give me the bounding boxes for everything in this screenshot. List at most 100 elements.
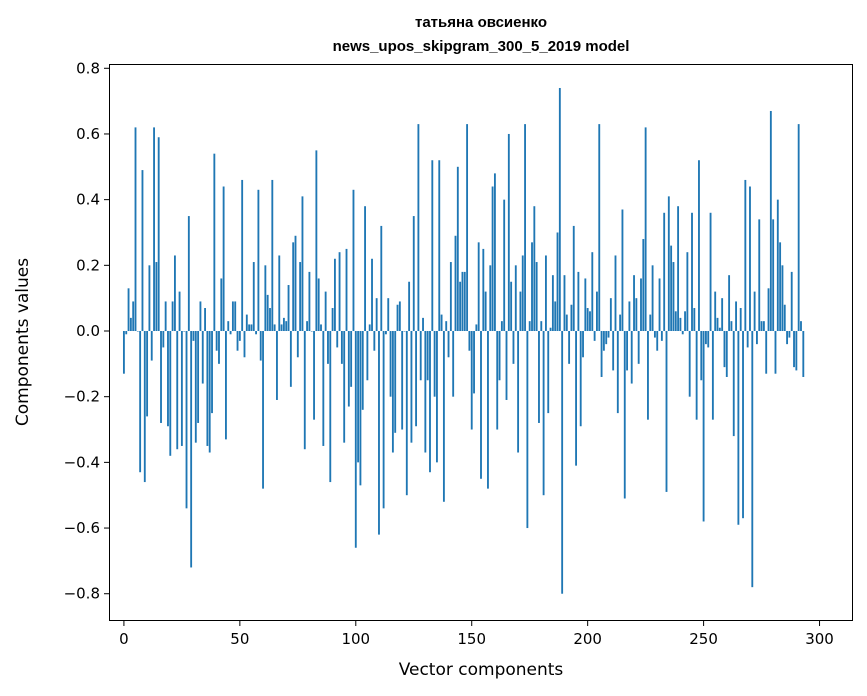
bar (280, 324, 283, 332)
bar (505, 331, 508, 400)
bar (333, 258, 336, 332)
bar (173, 255, 176, 332)
bar (716, 317, 719, 332)
bar (327, 331, 329, 364)
bar (445, 321, 448, 332)
bar (308, 271, 311, 332)
bar (602, 331, 605, 351)
bar (480, 331, 482, 479)
bar (190, 331, 193, 568)
bar (693, 308, 696, 332)
bar (496, 331, 499, 430)
bar (739, 308, 742, 332)
bar (264, 265, 267, 332)
bar (544, 255, 547, 332)
bar (623, 331, 626, 499)
bar (236, 331, 239, 351)
bar (577, 271, 580, 332)
bar (269, 308, 271, 332)
bar (178, 291, 181, 332)
bar (132, 301, 135, 332)
bar (482, 248, 485, 332)
x-tick-label: 50 (230, 630, 249, 648)
bar (556, 232, 559, 332)
bar (698, 160, 700, 332)
plot-frame (109, 64, 853, 621)
bar (389, 331, 392, 397)
bar (366, 331, 369, 381)
bar (723, 331, 726, 368)
bar (301, 196, 304, 332)
bar (139, 331, 142, 473)
x-tick-label: 250 (689, 630, 718, 648)
bar (579, 331, 582, 427)
bar (503, 199, 506, 332)
y-tick-label: −0.4 (64, 453, 100, 471)
bar (797, 124, 800, 332)
bar (533, 206, 536, 332)
bar (742, 331, 744, 519)
bar (711, 331, 714, 420)
bar (563, 275, 566, 332)
bar (199, 301, 202, 332)
bar (691, 212, 693, 332)
bar (424, 331, 427, 453)
x-tick-label: 300 (805, 630, 834, 648)
bar (245, 314, 248, 332)
y-axis-ticks: −0.8 −0.6 −0.4 −0.2 0.0 0.2 0.4 0.6 0.8 (64, 59, 110, 603)
bar (651, 265, 654, 332)
bar (340, 331, 343, 364)
bar (756, 331, 758, 345)
bar (744, 179, 747, 332)
bar (127, 288, 130, 332)
bar (749, 186, 751, 332)
bar (670, 245, 673, 332)
bar (540, 321, 543, 332)
bar (570, 304, 573, 332)
bar (609, 298, 612, 332)
bar (204, 308, 206, 332)
bar (572, 225, 575, 332)
bar (452, 331, 455, 397)
bar (403, 331, 406, 332)
bar (695, 331, 698, 420)
bar (273, 324, 276, 332)
bar (681, 331, 684, 335)
bar (786, 331, 789, 345)
bar (487, 331, 489, 489)
bar (252, 262, 255, 332)
bar (510, 281, 513, 332)
bar (672, 262, 675, 332)
bar (647, 331, 649, 420)
bar (524, 124, 526, 332)
bar (753, 291, 756, 332)
bar (208, 331, 211, 453)
bar (162, 331, 165, 348)
bar (255, 331, 258, 335)
bar (350, 331, 353, 387)
bar (781, 265, 784, 332)
bar (391, 331, 394, 453)
bar (614, 255, 617, 332)
bar (630, 331, 633, 384)
bar (456, 166, 459, 332)
bar (213, 153, 216, 332)
bar (410, 331, 413, 443)
bar (375, 298, 378, 332)
bar (218, 331, 220, 364)
bar (380, 225, 383, 332)
bar (222, 186, 225, 332)
bar (626, 331, 629, 371)
bar (250, 324, 253, 332)
bar (436, 331, 438, 463)
bar (238, 331, 241, 341)
bar (357, 331, 360, 463)
bar (591, 252, 594, 332)
bar (473, 331, 475, 394)
bar (157, 137, 160, 332)
bar (359, 331, 362, 486)
bar (234, 301, 237, 332)
bar (299, 262, 302, 332)
bar (735, 301, 737, 332)
bar (776, 199, 779, 332)
